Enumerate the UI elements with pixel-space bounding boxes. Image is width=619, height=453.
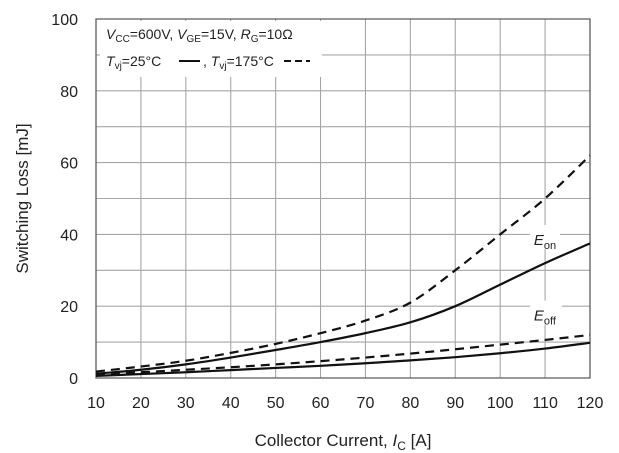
eon-curve-label: Eon xyxy=(534,232,556,252)
legend-temp-25: Tvj=25°C xyxy=(106,53,161,72)
eon-label-background xyxy=(529,225,560,250)
eoff-label-background xyxy=(529,300,562,325)
series-eoff-25c-line xyxy=(95,341,591,377)
x-axis-title: Collector Current, IC [A] xyxy=(255,431,432,453)
x-tick-label: 50 xyxy=(267,395,285,412)
x-tick-label: 120 xyxy=(577,395,604,412)
x-tick-label: 90 xyxy=(446,395,464,412)
series-eon-25c-line xyxy=(95,242,591,375)
plot-frame xyxy=(95,18,591,379)
y-tick-labels: 0 20 40 60 80 100 xyxy=(51,12,78,388)
x-tick-label: 80 xyxy=(401,395,419,412)
x-tick-label: 110 xyxy=(532,395,558,412)
series-eon-175c-line xyxy=(95,154,591,373)
x-tick-label: 10 xyxy=(87,395,105,412)
y-tick-label: 100 xyxy=(51,12,78,29)
x-tick-label: 100 xyxy=(487,395,514,412)
y-axis-title: Switching Loss [mJ] xyxy=(13,123,32,273)
x-tick-label: 30 xyxy=(177,395,195,412)
series-eoff-175c-line xyxy=(95,333,591,376)
legend-background xyxy=(100,21,322,77)
series-lines xyxy=(95,154,591,377)
y-tick-label: 80 xyxy=(60,84,78,101)
x-tick-label: 20 xyxy=(132,395,150,412)
legend-conditions: VCC=600V, VGE=15V, RG=10Ω xyxy=(106,26,293,45)
x-tick-label: 60 xyxy=(312,395,330,412)
x-tick-labels: 10 20 30 40 50 60 70 80 90 100 110 120 xyxy=(87,395,603,412)
legend-temp-175: , Tvj=175°C xyxy=(203,53,274,72)
x-tick-label: 70 xyxy=(357,395,375,412)
y-tick-label: 40 xyxy=(60,227,78,244)
eoff-curve-label: Eoff xyxy=(534,308,557,328)
x-tick-label: 40 xyxy=(222,395,240,412)
y-tick-label: 20 xyxy=(60,299,78,316)
y-tick-label: 0 xyxy=(69,371,78,388)
y-tick-label: 60 xyxy=(60,156,78,173)
